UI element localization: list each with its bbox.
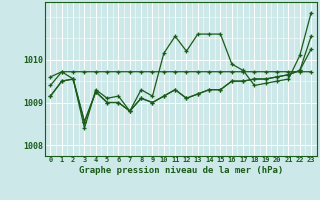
X-axis label: Graphe pression niveau de la mer (hPa): Graphe pression niveau de la mer (hPa) [79,166,283,175]
